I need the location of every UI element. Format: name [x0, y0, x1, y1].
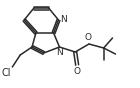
Text: Cl: Cl: [2, 68, 11, 78]
Text: N: N: [60, 15, 67, 23]
Text: O: O: [84, 33, 91, 42]
Text: O: O: [74, 67, 81, 76]
Text: N: N: [56, 48, 63, 57]
